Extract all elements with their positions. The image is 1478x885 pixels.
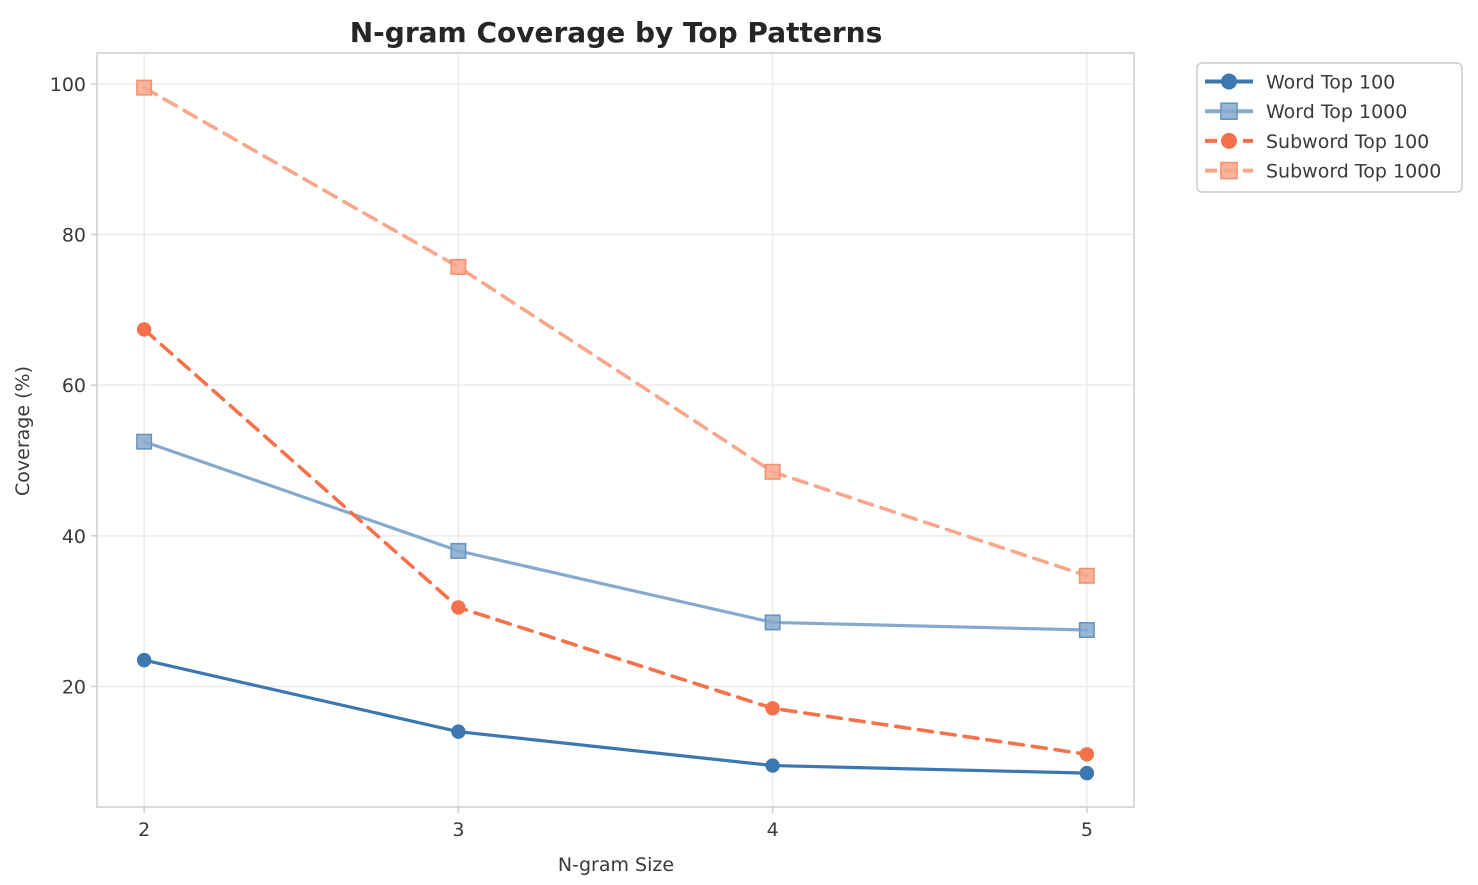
xtick-label-2: 2 (138, 819, 150, 841)
plot-area: 20 40 60 80 100 2 3 4 5 Word Top 100 Word Top 1000… (50, 52, 1463, 841)
xtick-label-4: 4 (767, 819, 779, 841)
marker-word-top-1000-x5 (1078, 621, 1095, 638)
marker-subword-top-100-x4 (765, 701, 780, 716)
legend-item-subword-top-1000: Subword Top 1000 (1205, 161, 1441, 183)
series-word-top-100 (136, 652, 1095, 781)
marker-subword-top-100-x5 (1079, 747, 1095, 762)
legend-label-subword-top-1000: Subword Top 1000 (1266, 161, 1441, 183)
legend-label-word-top-1000: Word Top 1000 (1266, 101, 1407, 123)
series-subword-top-1000 (136, 79, 1095, 584)
series-line-word-top-100 (142, 658, 1089, 775)
marker-word-top-1000-x2 (136, 433, 153, 450)
legend-box (1196, 62, 1463, 193)
marker-word-top-100-x5 (1079, 765, 1095, 781)
marker-subword-top-100-x2 (136, 322, 152, 337)
marker-subword-top-100-x3 (451, 600, 466, 615)
ytick-label-40: 40 (62, 526, 86, 548)
xtick-label-3: 3 (452, 819, 464, 841)
series-line-subword-top-1000 (142, 85, 1089, 578)
marker-subword-top-1000-x5 (1078, 567, 1095, 584)
x-axis-label: N-gram Size (558, 854, 674, 876)
marker-subword-top-100-legend (1221, 132, 1237, 149)
series-subword-top-100 (136, 322, 1095, 762)
series-word-top-1000 (136, 433, 1095, 638)
marker-subword-top-1000-x4 (764, 463, 781, 480)
legend: Word Top 100 Word Top 1000 Subword Top 100… (1196, 62, 1463, 193)
legend-item-word-top-100: Word Top 100 (1205, 72, 1395, 94)
series-line-subword-top-100 (142, 327, 1089, 757)
marker-word-top-1000-x3 (450, 542, 467, 559)
legend-label-word-top-100: Word Top 100 (1266, 72, 1395, 94)
ytick-label-100: 100 (50, 74, 86, 96)
marker-word-top-100-x3 (451, 724, 466, 739)
ytick-label-60: 60 (62, 375, 86, 397)
legend-item-word-top-1000: Word Top 1000 (1205, 101, 1407, 123)
y-axis-label: Coverage (%) (12, 366, 34, 496)
marker-subword-top-1000-x3 (450, 258, 467, 275)
ytick-label-20: 20 (62, 676, 86, 698)
marker-subword-top-1000-legend (1220, 161, 1238, 180)
marker-word-top-100-x2 (136, 652, 152, 668)
marker-word-top-1000-x4 (764, 614, 781, 631)
marker-word-top-1000-legend (1220, 102, 1238, 120)
marker-subword-top-1000-x2 (136, 79, 153, 96)
marker-word-top-100-x4 (765, 758, 780, 773)
legend-item-subword-top-100: Subword Top 100 (1205, 131, 1429, 153)
axes-spines (96, 52, 1135, 808)
ytick-label-80: 80 (62, 225, 86, 247)
xtick-label-5: 5 (1081, 819, 1093, 841)
chart-title: N-gram Coverage by Top Patterns (350, 16, 883, 49)
legend-label-subword-top-100: Subword Top 100 (1266, 131, 1429, 153)
series-line-word-top-1000 (142, 440, 1089, 632)
marker-word-top-100-legend (1221, 73, 1237, 90)
